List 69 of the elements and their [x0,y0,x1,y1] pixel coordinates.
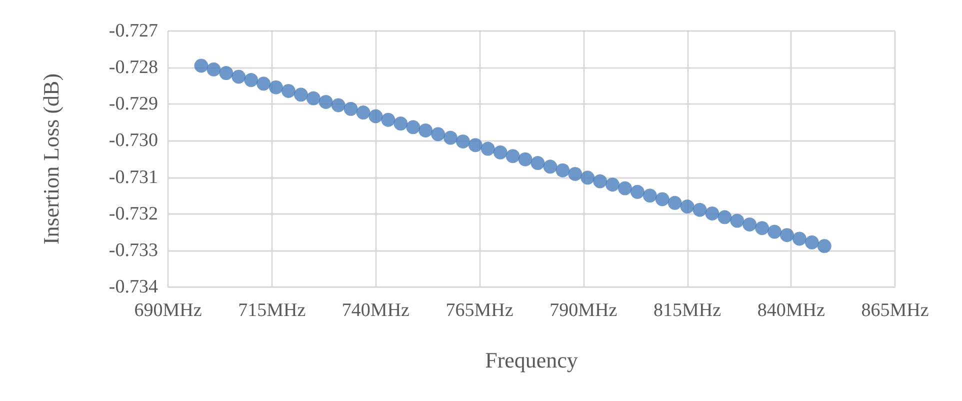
point [568,167,582,181]
point [680,200,694,214]
point [406,120,420,134]
point [381,112,396,127]
y-tick-label: -0.729 [108,94,158,115]
point [630,184,644,199]
point [768,224,782,239]
point [618,181,632,196]
y-tick-label: -0.733 [108,240,158,261]
point [530,156,545,170]
point [394,116,408,131]
point [281,84,296,98]
point [493,145,508,160]
point [655,192,670,206]
x-tick-label: 815MHz [654,300,722,321]
y-tick-label: -0.730 [108,130,158,152]
point [256,76,271,91]
point [206,62,221,76]
point [692,202,707,217]
point [742,217,757,232]
y-tick-label: -0.728 [108,57,158,78]
x-tick-label: 690MHz [134,300,202,321]
x-tick-label: 715MHz [238,300,306,321]
point [792,232,806,246]
point [804,235,819,250]
x-tick-label: 790MHz [550,300,618,321]
point [244,73,258,87]
x-tick-label: 865MHz [861,300,929,321]
point [730,214,744,228]
point [232,70,246,84]
point [642,188,657,203]
y-tick-label: -0.734 [108,276,158,298]
point [718,210,732,224]
point [219,66,234,80]
point [418,123,433,138]
point [444,130,458,145]
y-axis-title: Insertion Loss (dB) [38,73,64,245]
point [306,91,320,106]
point [431,127,446,142]
x-tick-label: 740MHz [342,300,410,321]
point [755,221,770,236]
point [506,149,520,164]
point [518,152,532,166]
point [194,58,208,73]
point [368,109,383,124]
x-axis-title: Frequency [485,348,578,372]
point [606,178,620,192]
x-tick-label: 840MHz [757,300,825,321]
point [294,88,308,102]
point [593,174,608,188]
x-tick-label: 765MHz [446,300,514,321]
y-tick-label: -0.727 [108,20,158,42]
point [668,196,682,210]
point [331,98,346,112]
point [817,239,832,254]
y-tick-label: -0.732 [108,203,158,224]
point [556,163,570,178]
point [269,80,284,94]
point [456,134,470,148]
y-tick-label: -0.731 [108,166,158,188]
point [356,106,370,120]
point [480,142,495,156]
point [344,102,358,116]
point [780,228,794,242]
point [543,160,558,174]
point [580,170,595,185]
point [318,94,333,109]
point [705,206,720,220]
point [468,138,482,152]
